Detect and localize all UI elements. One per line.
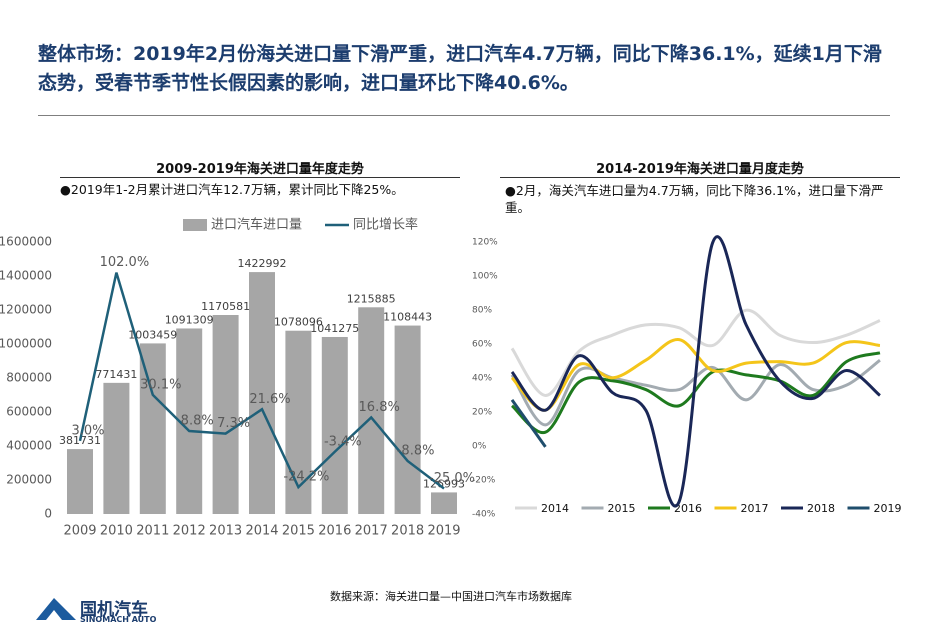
bar — [394, 325, 421, 514]
bar-value-label: 1215885 — [347, 292, 396, 305]
y-tick-label: 600000 — [6, 405, 52, 419]
line-value-label: -8.8% — [397, 443, 435, 458]
line-value-label: 3.0% — [71, 423, 104, 438]
y-tick-label: 1200000 — [0, 303, 52, 317]
legend-label: 2019 — [874, 502, 902, 515]
y2-tick-label: -20% — [472, 476, 496, 486]
bar — [285, 330, 312, 514]
legend-label: 2016 — [674, 502, 702, 515]
x-tick-label: 2009 — [63, 524, 96, 539]
x-tick-label: 2018 — [391, 524, 424, 539]
bar — [67, 449, 93, 514]
line-value-label: 102.0% — [100, 255, 150, 270]
y2-tick-label: 40% — [472, 374, 492, 384]
y-tick-label: 1400000 — [0, 269, 52, 283]
y2-tick-label: 100% — [472, 272, 498, 282]
x-tick-label: 2015 — [282, 524, 315, 539]
y2-tick-label: 60% — [472, 340, 492, 350]
bar — [249, 272, 275, 514]
divider — [38, 115, 890, 116]
y2-tick-label: 20% — [472, 408, 492, 418]
x-tick-label: 2012 — [173, 524, 206, 539]
x-tick-label: 2011 — [136, 524, 169, 539]
series-line — [510, 399, 547, 448]
line-value-label: 30.1% — [140, 377, 181, 392]
bar — [212, 315, 239, 514]
bar-value-label: 1108443 — [383, 311, 432, 324]
bar — [139, 343, 166, 514]
line-value-label: 21.6% — [249, 392, 290, 407]
line-value-label: -24.2% — [283, 470, 329, 485]
x-tick-label: 2017 — [355, 524, 388, 539]
x-tick-label: 2014 — [245, 524, 278, 539]
y-tick-label: 1600000 — [0, 235, 52, 249]
y2-tick-label: -40% — [472, 510, 496, 520]
x-tick-label: 2019 — [427, 524, 460, 539]
y2-tick-label: 0% — [472, 442, 487, 452]
y-tick-label: 1000000 — [0, 337, 52, 351]
series-line — [510, 235, 881, 508]
series-line — [510, 308, 881, 397]
line-value-label: -3.4% — [324, 434, 362, 449]
chart-title: 2009-2019年海关进口量年度走势 — [156, 162, 364, 177]
x-tick-label: 2016 — [318, 524, 351, 539]
line-value-label: 7.3% — [217, 416, 250, 431]
y2-tick-label: 120% — [472, 238, 498, 248]
bar — [358, 307, 385, 514]
chart-subtitle: ●2019年1-2月累计进口汽车12.7万辆，累计同比下降25%。 — [60, 182, 404, 197]
bar-value-label: 1170581 — [201, 300, 250, 313]
line-value-label: 8.8% — [181, 414, 214, 429]
legend-label: 2014 — [541, 502, 569, 515]
y-tick-label: 800000 — [6, 371, 52, 385]
bar — [103, 382, 130, 514]
legend-label: 2015 — [608, 502, 636, 515]
bar-value-label: 1041275 — [310, 322, 359, 335]
y2-tick-label: 80% — [472, 306, 492, 316]
growth-line — [78, 272, 445, 490]
y-tick-label: 200000 — [6, 473, 52, 487]
bar-value-label: 771431 — [95, 368, 137, 381]
chart-title: 2014-2019年海关进口量月度走势 — [596, 162, 804, 177]
legend-label: 同比增长率 — [353, 217, 418, 233]
title-rule — [60, 177, 460, 178]
y-tick-label: 400000 — [6, 439, 52, 453]
title-rule — [500, 177, 900, 178]
slide-title: 整体市场：2019年2月份海关进口量下滑严重，进口汽车4.7万辆，同比下降36.… — [38, 43, 882, 94]
bar-value-label: 1091309 — [165, 313, 214, 326]
logo-mark — [36, 598, 76, 620]
series-line — [510, 338, 881, 412]
line-value-label: -25.0% — [429, 471, 475, 486]
bar-value-label: 1078096 — [274, 316, 323, 329]
bar — [321, 336, 348, 514]
legend-label: 2017 — [741, 502, 769, 515]
logo-text: 国机汽车 — [80, 600, 148, 620]
series-line — [510, 358, 881, 427]
source-note: 数据来源：海关进口量—中国进口汽车市场数据库 — [330, 590, 572, 603]
bar-value-label: 1422992 — [238, 257, 287, 270]
legend-swatch — [183, 219, 207, 231]
chart-subtitle: ●2月，海关汽车进口量为4.7万辆，同比下降36.1%，进口量下滑严重。 — [505, 183, 884, 215]
bar — [431, 492, 457, 514]
legend-label: 2018 — [807, 502, 835, 515]
legend-label: 进口汽车进口量 — [211, 217, 302, 233]
logo-subtext: SINOMACH AUTO — [80, 615, 157, 624]
x-tick-label: 2010 — [100, 524, 133, 539]
y-tick-label: 0 — [44, 507, 52, 521]
x-tick-label: 2013 — [209, 524, 242, 539]
bar-value-label: 1003459 — [128, 328, 177, 341]
line-value-label: 16.8% — [359, 400, 400, 415]
